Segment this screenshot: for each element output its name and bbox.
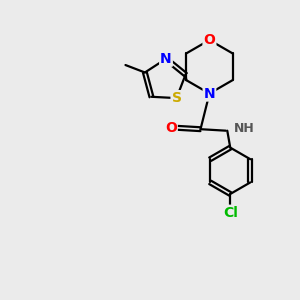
Text: N: N — [160, 52, 172, 66]
Text: S: S — [172, 91, 182, 105]
Text: O: O — [165, 121, 177, 135]
Text: N: N — [204, 86, 215, 100]
Text: Cl: Cl — [223, 206, 238, 220]
Text: O: O — [203, 33, 215, 47]
Text: NH: NH — [234, 122, 255, 135]
